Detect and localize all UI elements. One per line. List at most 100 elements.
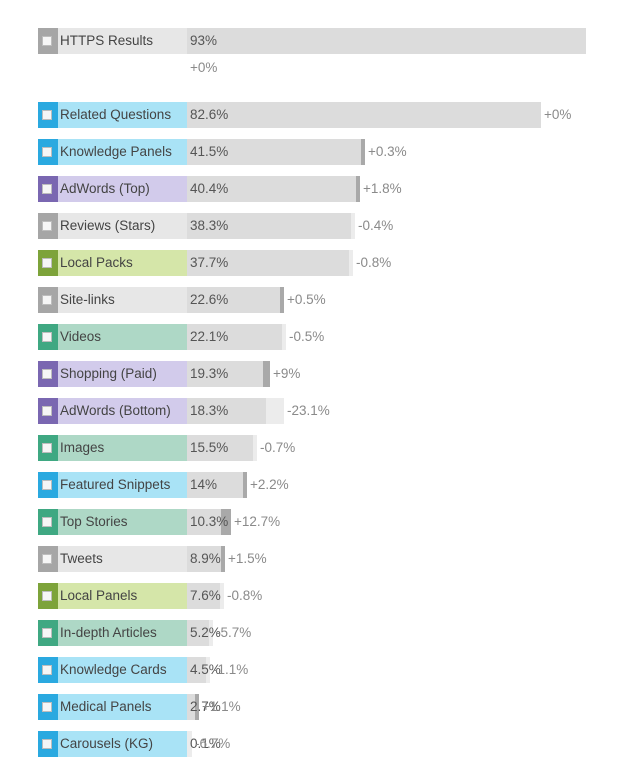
- change-label: +2.2%: [250, 477, 289, 492]
- change-segment: [209, 620, 213, 646]
- series-toggle-checkbox[interactable]: [42, 147, 52, 157]
- value-label: 0.1%: [190, 736, 221, 751]
- bar-row: Local Packs 37.7% -0.8%: [38, 250, 598, 276]
- category-name: AdWords (Top): [60, 181, 150, 196]
- category-name: AdWords (Bottom): [60, 403, 171, 418]
- bar-row: AdWords (Bottom) 18.3% -23.1%: [38, 398, 598, 424]
- bar-row: Videos 22.1% -0.5%: [38, 324, 598, 350]
- value-label: 93%: [190, 33, 218, 48]
- value-label: 15.5%: [190, 440, 229, 455]
- series-toggle-checkbox[interactable]: [42, 36, 52, 46]
- series-toggle-checkbox[interactable]: [42, 443, 52, 453]
- category-color-swatch: [38, 361, 58, 387]
- category-name: Tweets: [60, 551, 103, 566]
- change-label: -0.8%: [356, 255, 392, 270]
- value-label: 40.4%: [190, 181, 229, 196]
- category-color-swatch: [38, 28, 58, 54]
- series-toggle-checkbox[interactable]: [42, 258, 52, 268]
- change-label: -23.1%: [287, 403, 330, 418]
- change-label: +1.8%: [363, 181, 402, 196]
- category-name: Images: [60, 440, 105, 455]
- value-bar: [187, 213, 351, 239]
- category-label: Related Questions: [38, 102, 187, 128]
- change-label: -0.7%: [260, 440, 296, 455]
- change-label: +0.5%: [287, 292, 326, 307]
- bar-row: Reviews (Stars) 38.3% -0.4%: [38, 213, 598, 239]
- category-color-swatch: [38, 102, 58, 128]
- change-label: +1.1%: [202, 699, 241, 714]
- category-name: Knowledge Cards: [60, 662, 167, 677]
- bar-row: HTTPS Results 93% +0%: [38, 28, 598, 75]
- value-bar: [187, 546, 225, 572]
- bar-row: Top Stories 10.3% +12.7%: [38, 509, 598, 535]
- category-label: In-depth Articles: [38, 620, 187, 646]
- series-toggle-checkbox[interactable]: [42, 295, 52, 305]
- category-label: Site-links: [38, 287, 187, 313]
- series-toggle-checkbox[interactable]: [42, 369, 52, 379]
- value-bar: [187, 102, 541, 128]
- value-label: 8.9%: [190, 551, 221, 566]
- change-segment: [282, 324, 286, 350]
- category-color-swatch: [38, 583, 58, 609]
- category-name: Top Stories: [60, 514, 128, 529]
- change-label: +1.5%: [228, 551, 267, 566]
- bar-row: Shopping (Paid) 19.3% +9%: [38, 361, 598, 387]
- series-toggle-checkbox[interactable]: [42, 110, 52, 120]
- category-color-swatch: [38, 398, 58, 424]
- category-label: Carousels (KG): [38, 731, 187, 757]
- category-color-swatch: [38, 546, 58, 572]
- category-label: Videos: [38, 324, 187, 350]
- change-segment: [266, 398, 284, 424]
- category-name: Videos: [60, 329, 102, 344]
- change-segment: [220, 583, 224, 609]
- category-label: AdWords (Top): [38, 176, 187, 202]
- value-label: 4.5%: [190, 662, 221, 677]
- change-segment: [243, 472, 247, 498]
- value-bar: [187, 250, 349, 276]
- bar-row: Images 15.5% -0.7%: [38, 435, 598, 461]
- category-label: Knowledge Panels: [38, 139, 187, 165]
- value-label: 82.6%: [190, 107, 229, 122]
- category-color-swatch: [38, 250, 58, 276]
- value-bar: [187, 287, 284, 313]
- series-toggle-checkbox[interactable]: [42, 480, 52, 490]
- series-toggle-checkbox[interactable]: [42, 517, 52, 527]
- bar-row: Tweets 8.9% +1.5%: [38, 546, 598, 572]
- value-bar: [187, 361, 270, 387]
- category-color-swatch: [38, 139, 58, 165]
- value-label: 7.6%: [190, 588, 221, 603]
- change-label: +0%: [190, 60, 218, 75]
- series-toggle-checkbox[interactable]: [42, 591, 52, 601]
- series-toggle-checkbox[interactable]: [42, 665, 52, 675]
- change-segment: [263, 361, 270, 387]
- series-toggle-checkbox[interactable]: [42, 406, 52, 416]
- change-segment: [280, 287, 284, 313]
- value-label: 22.6%: [190, 292, 229, 307]
- series-toggle-checkbox[interactable]: [42, 739, 52, 749]
- series-toggle-checkbox[interactable]: [42, 332, 52, 342]
- category-color-swatch: [38, 694, 58, 720]
- series-toggle-checkbox[interactable]: [42, 702, 52, 712]
- bar-row: Carousels (KG) 0.1% -6.7%: [38, 731, 598, 757]
- value-label: 38.3%: [190, 218, 229, 233]
- value-label: 10.3%: [190, 514, 229, 529]
- bar-row: Related Questions 82.6% +0%: [38, 102, 598, 128]
- category-label: Featured Snippets: [38, 472, 187, 498]
- series-toggle-checkbox[interactable]: [42, 184, 52, 194]
- change-label: +12.7%: [234, 514, 281, 529]
- change-segment: [221, 509, 231, 535]
- change-segment: [253, 435, 257, 461]
- bar-row: Site-links 22.6% +0.5%: [38, 287, 598, 313]
- series-toggle-checkbox[interactable]: [42, 628, 52, 638]
- category-label: Medical Panels: [38, 694, 187, 720]
- series-toggle-checkbox[interactable]: [42, 221, 52, 231]
- category-name: Medical Panels: [60, 699, 152, 714]
- value-bar: [187, 28, 586, 54]
- bar-row: In-depth Articles 5.2% -5.7%: [38, 620, 598, 646]
- series-toggle-checkbox[interactable]: [42, 554, 52, 564]
- category-label: Images: [38, 435, 187, 461]
- category-color-swatch: [38, 287, 58, 313]
- value-bar: [187, 139, 365, 165]
- category-color-swatch: [38, 657, 58, 683]
- change-segment: [361, 139, 365, 165]
